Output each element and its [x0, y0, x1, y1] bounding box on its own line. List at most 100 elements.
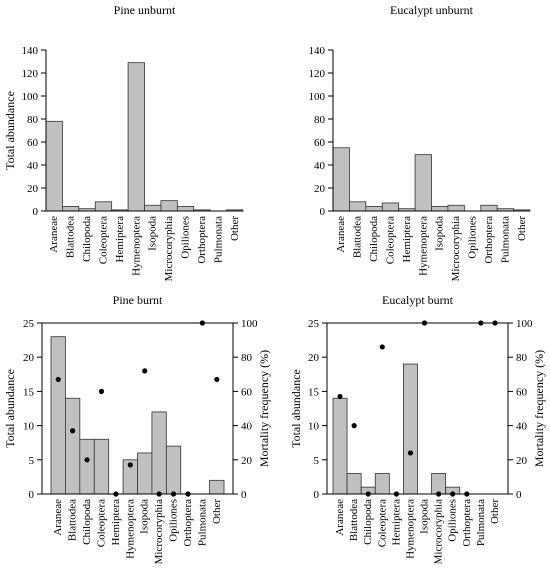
y-tick-label: 0 — [320, 206, 326, 218]
x-tick-label: Orthoptera — [182, 499, 194, 547]
x-tick-label: Chilopoda — [81, 499, 93, 545]
x-tick-label: Microcoryphia — [153, 499, 165, 564]
chart-title: Eucalypt burnt — [382, 293, 454, 307]
x-tick-label: Hemiptera — [114, 216, 126, 263]
bar-isopoda — [137, 452, 153, 495]
bar-blattodea — [346, 473, 362, 495]
y2-tick-label: 20 — [516, 455, 528, 467]
x-tick-label: Opiliones — [467, 216, 479, 259]
x-tick-label: Other — [516, 216, 528, 241]
x-tick-label: Pulmonata — [499, 216, 511, 263]
y-tick-label: 80 — [27, 114, 39, 126]
chart-title: Pine burnt — [113, 293, 163, 307]
mortality-point-hemiptera — [113, 491, 119, 497]
x-tick-label: Hemiptera — [390, 499, 402, 546]
mortality-point-pulmonata — [478, 320, 484, 326]
x-tick-label: Blattodea — [67, 499, 79, 541]
mortality-point-pulmonata — [199, 320, 205, 326]
y2-tick-label: 60 — [241, 386, 253, 398]
bar-microcoryphia — [431, 473, 447, 495]
y-tick-label: 0 — [29, 489, 35, 501]
y-tick-label: 25 — [23, 318, 35, 330]
y-axis-label: Total abundance — [3, 369, 17, 448]
x-tick-label: Araneae — [334, 499, 346, 536]
y-axis-label: Total abundance — [3, 91, 17, 170]
x-tick-label: Araneae — [335, 216, 347, 253]
y2-tick-label: 80 — [241, 352, 253, 364]
y-tick-label: 25 — [308, 318, 320, 330]
y-tick-label: 40 — [27, 160, 39, 172]
y2-tick-label: 40 — [516, 421, 528, 433]
y-tick-label: 10 — [308, 421, 320, 433]
y2-tick-label: 100 — [241, 318, 258, 330]
x-tick-label: Isopoda — [147, 216, 159, 251]
bar-hymenoptera — [414, 154, 432, 212]
y-tick-label: 140 — [22, 45, 39, 57]
y-tick-label: 20 — [308, 352, 320, 364]
bar-isopoda — [144, 204, 162, 212]
mortality-point-opiliones — [170, 491, 177, 497]
mortality-point-araneae — [337, 393, 343, 400]
bar-microcoryphia — [447, 204, 465, 212]
y-tick-label: 0 — [314, 489, 320, 501]
mortality-point-opiliones — [450, 491, 456, 497]
bar-isopoda — [431, 205, 449, 212]
y-tick-label: 80 — [314, 114, 326, 126]
mortality-point-hemiptera — [393, 491, 399, 497]
chart-pine-unburnt: Pine unburnt 0 20 40 60 80 100 120 140 Total abun… — [3, 3, 244, 281]
x-tick-label: Coleoptera — [97, 216, 109, 264]
mortality-point-orthoptera — [185, 491, 191, 497]
bar-other — [209, 479, 225, 495]
mortality-point-coleoptera — [379, 344, 385, 350]
mortality-point-other — [492, 320, 498, 326]
mortality-point-other — [214, 376, 220, 383]
chart-title: Pine unburnt — [114, 3, 176, 17]
mortality-point-isopoda — [421, 320, 428, 326]
x-tick-label: Araneae — [52, 499, 64, 536]
x-tick-label: Blattodea — [348, 499, 360, 541]
x-tick-label: Coleoptera — [95, 499, 107, 547]
x-tick-label: Microcoryphia — [433, 499, 445, 564]
x-tick-label: Other — [211, 499, 223, 524]
y-tick-label: 20 — [23, 352, 35, 364]
y2-tick-label: 60 — [516, 386, 528, 398]
x-tick-label: Isopoda — [139, 499, 151, 534]
x-tick-label: Opiliones — [447, 499, 459, 542]
y-axis-label: Total abundance — [289, 369, 303, 448]
x-tick-label: Chilopoda — [362, 499, 374, 545]
x-tick-label: Coleoptera — [376, 499, 388, 547]
bar-coleoptera — [374, 473, 390, 495]
y-tick-label: 140 — [309, 45, 326, 57]
bar-blattodea — [349, 201, 367, 212]
mortality-point-coleoptera — [98, 388, 105, 394]
y-tick-label: 5 — [29, 455, 35, 467]
mortality-point-microcoryphia — [436, 491, 442, 497]
x-tick-label: Orthoptera — [461, 499, 473, 547]
x-tick-label: Hymenoptera — [417, 216, 429, 276]
x-tick-label: Microcoryphia — [163, 216, 175, 281]
y-tick-label: 40 — [314, 160, 326, 172]
bar-araneae — [332, 147, 350, 212]
x-tick-label: Pulmonata — [196, 499, 208, 546]
y2-tick-label: 40 — [241, 421, 253, 433]
y2-tick-label: 0 — [241, 489, 247, 501]
x-tick-label: Opiliones — [180, 216, 192, 259]
x-tick-label: Blattodea — [65, 216, 77, 258]
y2-tick-label: 20 — [241, 455, 253, 467]
bar-coleoptera — [381, 202, 400, 212]
y-tick-label: 100 — [22, 91, 39, 103]
y-tick-label: 100 — [309, 91, 326, 103]
bar-microcoryphia — [151, 411, 167, 495]
x-tick-label: Hemiptera — [401, 216, 413, 263]
mortality-point-hymenoptera — [127, 462, 133, 468]
bar-hymenoptera — [403, 363, 418, 495]
x-tick-label: Opiliones — [168, 499, 180, 542]
x-tick-label: Coleoptera — [384, 216, 396, 264]
y2-tick-label: 0 — [516, 489, 522, 501]
x-tick-label: Hymenoptera — [404, 499, 416, 559]
x-tick-label: Isopoda — [419, 499, 431, 534]
y-tick-label: 120 — [22, 68, 39, 80]
bar-microcoryphia — [160, 200, 178, 212]
bar-araneae — [45, 120, 63, 212]
